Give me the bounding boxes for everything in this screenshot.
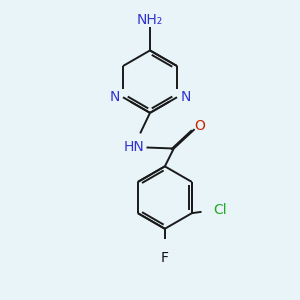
Text: HN: HN [123,140,144,154]
Text: N: N [110,90,120,104]
Text: O: O [194,119,206,133]
Text: N: N [180,90,190,104]
Text: NH₂: NH₂ [137,13,163,27]
Text: Cl: Cl [213,203,226,217]
Text: F: F [161,250,169,265]
